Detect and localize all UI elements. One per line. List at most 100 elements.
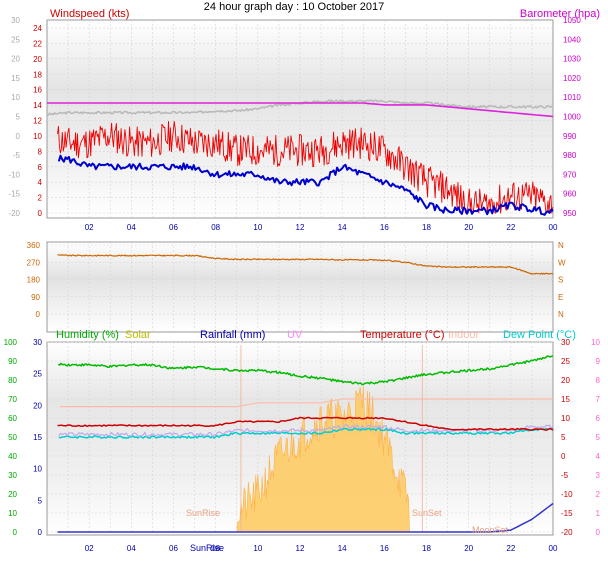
y-tick-uv: 0 — [596, 528, 601, 537]
y-tick-compass: S — [558, 276, 563, 285]
sunrise-tick-label: SunRise — [190, 543, 224, 553]
y-tick-temp: 0 — [561, 452, 566, 461]
y-tick-wind: 0 — [38, 209, 43, 218]
indoor-label: Indoor — [448, 329, 480, 341]
y-tick-outer: -5 — [13, 151, 21, 160]
y-tick-wind: 22 — [33, 39, 42, 48]
y-tick-humidity: 10 — [8, 509, 17, 518]
y-tick-uv: 7 — [596, 395, 601, 404]
y-tick-humidity: 50 — [8, 433, 17, 442]
x-tick-label: 22 — [506, 223, 515, 232]
y-tick-rainfall: 5 — [38, 496, 43, 505]
y-tick-temp: -20 — [561, 528, 573, 537]
rainfall-label: Rainfall (mm) — [200, 329, 265, 341]
x-tick-label: 06 — [169, 223, 178, 232]
y-tick-uv: 3 — [596, 471, 601, 480]
uv-label: UV — [287, 329, 303, 341]
y-tick-outer: 5 — [16, 113, 21, 122]
series-humidity — [58, 355, 554, 386]
x-tick-label: 04 — [127, 223, 136, 232]
x-tick-label: 02 — [85, 223, 94, 232]
y-tick-temp: 25 — [561, 357, 570, 366]
y-tick-baro: 1020 — [563, 74, 581, 83]
solar-label: Solar — [125, 329, 151, 341]
x-tick-label: 20 — [464, 544, 473, 553]
y-tick-wind: 2 — [38, 194, 43, 203]
y-tick-wind: 20 — [33, 55, 42, 64]
page-title: 24 hour graph day : 10 October 2017 — [204, 1, 384, 13]
y-tick-uv: 5 — [596, 433, 601, 442]
x-tick-label: 18 — [422, 544, 431, 553]
moonset-marker: MoonSet — [472, 525, 509, 535]
y-tick-temp: 20 — [561, 376, 570, 385]
y-tick-wind: 24 — [33, 24, 42, 33]
y-tick-rainfall: 25 — [33, 370, 42, 379]
temp-hum-axes: 1009080706050403020100302520151050109876… — [4, 338, 601, 553]
y-tick-outer: 20 — [11, 55, 20, 64]
y-tick-humidity: 60 — [8, 414, 17, 423]
y-tick-rainfall: 15 — [33, 433, 42, 442]
y-tick-humidity: 100 — [4, 338, 18, 347]
y-tick-temp: 30 — [561, 338, 570, 347]
y-tick-baro: 950 — [563, 209, 577, 218]
x-tick-label: 20 — [464, 223, 473, 232]
x-tick-label: 08 — [211, 223, 220, 232]
y-tick-outer: 10 — [11, 93, 20, 102]
temp-hum-series — [57, 345, 554, 533]
dewpoint-label: Dew Point (°C) — [503, 329, 576, 341]
y-tick-temp: 15 — [561, 395, 570, 404]
x-tick-label: 04 — [127, 544, 136, 553]
y-tick-outer: 15 — [11, 74, 20, 83]
y-tick-wind: 16 — [33, 86, 42, 95]
y-tick-humidity: 90 — [8, 357, 17, 366]
y-tick-outer: 25 — [11, 35, 20, 44]
direction-series — [57, 254, 554, 275]
x-tick-label: 16 — [380, 544, 389, 553]
y-tick-baro: 980 — [563, 151, 577, 160]
temp-hum-grid — [47, 341, 553, 535]
x-tick-label: 10 — [253, 223, 262, 232]
y-tick-temp: -10 — [561, 490, 573, 499]
y-tick-wind: 10 — [33, 132, 42, 141]
x-tick-label: 12 — [296, 544, 305, 553]
wind-baro-series — [46, 99, 554, 216]
y-tick-humidity: 0 — [13, 528, 18, 537]
y-tick-humidity: 40 — [8, 452, 17, 461]
sunset-marker: SunSet — [412, 508, 442, 518]
x-tick-label: 00 — [549, 544, 558, 553]
humidity-label: Humidity (%) — [56, 329, 119, 341]
y-tick-humidity: 70 — [8, 395, 17, 404]
y-tick-wind: 6 — [38, 163, 43, 172]
series-barometer — [47, 102, 554, 118]
y-tick-uv: 10 — [591, 338, 600, 347]
barometer-label: Barometer (hpa) — [520, 8, 600, 20]
y-tick-outer: -10 — [8, 170, 20, 179]
y-tick-direction: 360 — [27, 241, 41, 250]
y-tick-outer: 30 — [11, 16, 20, 25]
y-tick-wind: 4 — [38, 178, 43, 187]
y-tick-rainfall: 0 — [38, 528, 43, 537]
y-tick-outer: -20 — [8, 209, 20, 218]
series-dewpoint — [58, 427, 554, 439]
sunrise-marker: SunRise — [186, 508, 220, 518]
temperature-label: Temperature (°C) — [360, 329, 444, 341]
wind-baro-axes: 302520151050-5-10-15-2024222018161412108… — [8, 16, 581, 232]
y-tick-outer: -15 — [8, 190, 20, 199]
x-tick-label: 14 — [338, 223, 347, 232]
y-tick-direction: 270 — [27, 258, 41, 267]
y-tick-uv: 1 — [596, 509, 601, 518]
y-tick-uv: 9 — [596, 357, 601, 366]
y-tick-compass: N — [558, 241, 564, 250]
x-tick-label: 22 — [506, 544, 515, 553]
y-tick-temp: -5 — [561, 471, 569, 480]
series-speed — [57, 154, 554, 216]
y-tick-baro: 1010 — [563, 93, 581, 102]
x-tick-label: 10 — [253, 544, 262, 553]
y-tick-baro: 960 — [563, 190, 577, 199]
y-tick-temp: -15 — [561, 509, 573, 518]
y-tick-baro: 1030 — [563, 55, 581, 64]
x-tick-label: 06 — [169, 544, 178, 553]
